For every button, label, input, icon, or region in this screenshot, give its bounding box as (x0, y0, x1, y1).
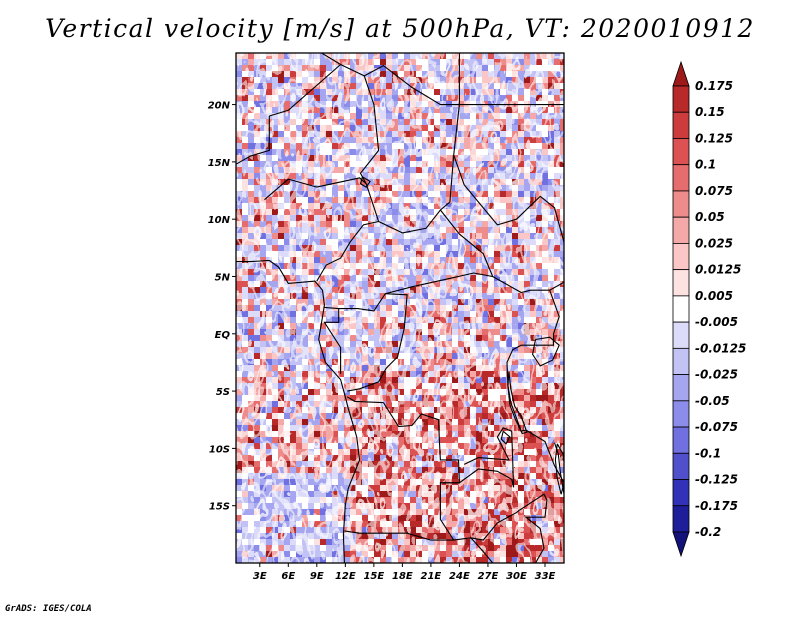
colorbar-segment (672, 295, 690, 323)
colorbar-segment (672, 190, 690, 218)
x-tick-label: 12E (335, 571, 356, 582)
x-tick-label: 6E (281, 571, 295, 582)
colorbar-segment (672, 243, 690, 271)
colorbar-segment (672, 479, 690, 507)
colorbar-label: -0.025 (695, 368, 738, 382)
border-line (359, 176, 371, 188)
map-frame (235, 52, 565, 564)
colorbar-label: -0.125 (695, 473, 738, 487)
x-tick-label: 21E (421, 571, 442, 582)
colorbar-label: -0.1 (695, 446, 721, 460)
colorbar-label: -0.175 (695, 499, 738, 513)
colorbar-segment (672, 269, 690, 297)
colorbar-label: -0.2 (695, 525, 721, 539)
border-line (236, 259, 361, 563)
colorbar-segment (672, 138, 690, 166)
border-line (506, 290, 564, 484)
colorbar-segment (672, 426, 690, 454)
colorbar-label: -0.0125 (695, 341, 746, 355)
border-line (359, 75, 380, 184)
colorbar-segment (672, 60, 690, 87)
border-line (453, 154, 564, 243)
colorbar-label: -0.075 (695, 420, 738, 434)
border-line (507, 371, 528, 435)
border-line (518, 493, 548, 563)
colorbar-segment (672, 374, 690, 402)
colorbar-segment (672, 321, 690, 349)
x-tick-label: 30E (506, 571, 527, 582)
border-line (553, 442, 564, 497)
border-line (347, 293, 408, 392)
colorbar-segment (672, 347, 690, 375)
x-tick-label: 24E (449, 571, 470, 582)
border-line (324, 209, 494, 312)
border-line (236, 116, 270, 165)
map-field (236, 53, 564, 563)
colorbar-segment (672, 164, 690, 192)
border-line (500, 430, 511, 445)
colorbar-segment (672, 111, 690, 139)
colorbar-segment (672, 531, 690, 558)
border-line (554, 443, 564, 495)
y-tick-label: 10S (209, 444, 230, 455)
colorbar-label: 0.125 (695, 131, 733, 145)
colorbar-segment (672, 216, 690, 244)
border-line (269, 64, 341, 117)
border-line (492, 276, 564, 294)
border-line (323, 308, 342, 374)
chart-title: Vertical velocity [m/s] at 500hPa, VT: 2… (45, 14, 755, 43)
colorbar-label: 0.075 (695, 184, 733, 198)
y-tick-label: 15S (209, 502, 230, 513)
colorbar-segment (672, 452, 690, 480)
y-tick-label: EQ (215, 330, 231, 341)
border-line (344, 509, 520, 541)
border-line (321, 53, 460, 106)
border-line (532, 336, 560, 367)
border-line (470, 537, 494, 563)
colorbar-label: 0.1 (695, 158, 716, 172)
x-tick-label: 3E (253, 571, 267, 582)
colorbar-label: 0.005 (695, 289, 733, 303)
y-tick-label: 10N (208, 215, 231, 226)
y-tick-label: 20N (208, 101, 231, 112)
colorbar-label: 0.025 (695, 236, 733, 250)
y-tick-label: 5N (215, 272, 231, 283)
colorbar-label: 0.15 (695, 105, 725, 119)
colorbar-label: 0.05 (695, 210, 725, 224)
x-tick-label: 15E (363, 571, 384, 582)
y-axis: 20N 15N 10N 5N EQ 5S 10S 15S (208, 101, 236, 513)
colorbar-segment (672, 85, 690, 113)
x-tick-label: 27E (478, 571, 499, 582)
colorbar-label: 0.0125 (695, 263, 741, 277)
colorbar-label: 0.175 (695, 79, 733, 93)
y-tick-label: 15N (208, 158, 231, 169)
colorbar: 0.175 0.15 0.125 0.1 0.075 0.05 0.025 0.0125 0.0… (672, 60, 746, 558)
x-tick-label: 9E (310, 571, 324, 582)
grads-credit: GrADS: IGES/COLA (5, 604, 92, 614)
y-tick-label: 5S (216, 387, 230, 398)
colorbar-label: -0.005 (695, 315, 738, 329)
x-tick-label: 18E (392, 571, 413, 582)
border-line (440, 427, 515, 488)
contour-texture (236, 53, 564, 563)
colorbar-segment (672, 400, 690, 428)
x-tick-label: 33E (535, 571, 556, 582)
colorbar-segment (672, 505, 690, 533)
country-borders (236, 53, 564, 563)
colorbar-label: -0.05 (695, 394, 730, 408)
x-axis: 3E 6E 9E 12E 15E 18E 21E 24E 27E 30E 33E (253, 563, 556, 582)
